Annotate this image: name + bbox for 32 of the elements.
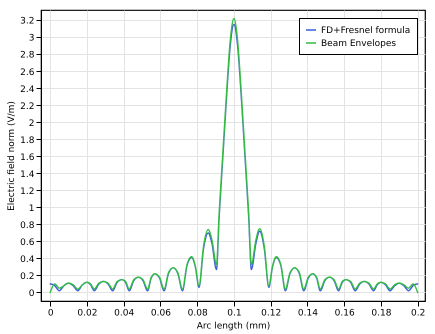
x-tick-label: 0 bbox=[48, 308, 54, 318]
y-tick-label: 1.2 bbox=[20, 186, 34, 197]
y-tick-label: 2.4 bbox=[20, 84, 35, 95]
y-tick-label: 2.6 bbox=[20, 68, 35, 78]
x-tick-label: 0.14 bbox=[298, 308, 318, 318]
y-tick-label: 1 bbox=[28, 204, 34, 214]
y-axis-title: Electric field norm (V/m) bbox=[7, 101, 18, 211]
x-tick-label: 0.04 bbox=[114, 308, 134, 318]
x-tick-label: 0.08 bbox=[188, 308, 208, 318]
x-tick-label: 0.02 bbox=[77, 308, 98, 318]
y-tick-label: 2 bbox=[28, 118, 34, 129]
x-tick-label: 0.1 bbox=[227, 308, 242, 318]
y-tick-label: 0 bbox=[28, 288, 35, 299]
x-tick-label: 0.12 bbox=[261, 308, 282, 318]
y-tick-label: 0.6 bbox=[20, 238, 35, 248]
legend-label: Beam Envelopes bbox=[321, 39, 396, 49]
y-tick-label: 1.4 bbox=[20, 170, 35, 180]
x-tick-label: 0.06 bbox=[150, 308, 172, 318]
y-tick-label: 0.2 bbox=[20, 272, 34, 282]
y-tick-label: 0.4 bbox=[20, 254, 35, 265]
x-tick-label: 0.16 bbox=[334, 308, 355, 318]
y-tick-label: 2.8 bbox=[20, 50, 35, 61]
y-tick-label: 2.2 bbox=[20, 102, 34, 112]
x-tick-label: 0.2 bbox=[410, 308, 426, 318]
x-tick-label: 0.18 bbox=[371, 308, 392, 318]
y-tick-label: 1.6 bbox=[20, 152, 35, 163]
y-tick-label: 1.8 bbox=[20, 136, 35, 146]
x-axis-title: Arc length (mm) bbox=[196, 322, 270, 332]
legend-label: FD+Fresnel formula bbox=[321, 26, 410, 36]
y-tick-label: 0.8 bbox=[20, 220, 35, 231]
y-tick-label: 3.2 bbox=[20, 16, 34, 27]
y-tick-label: 3 bbox=[28, 34, 34, 44]
